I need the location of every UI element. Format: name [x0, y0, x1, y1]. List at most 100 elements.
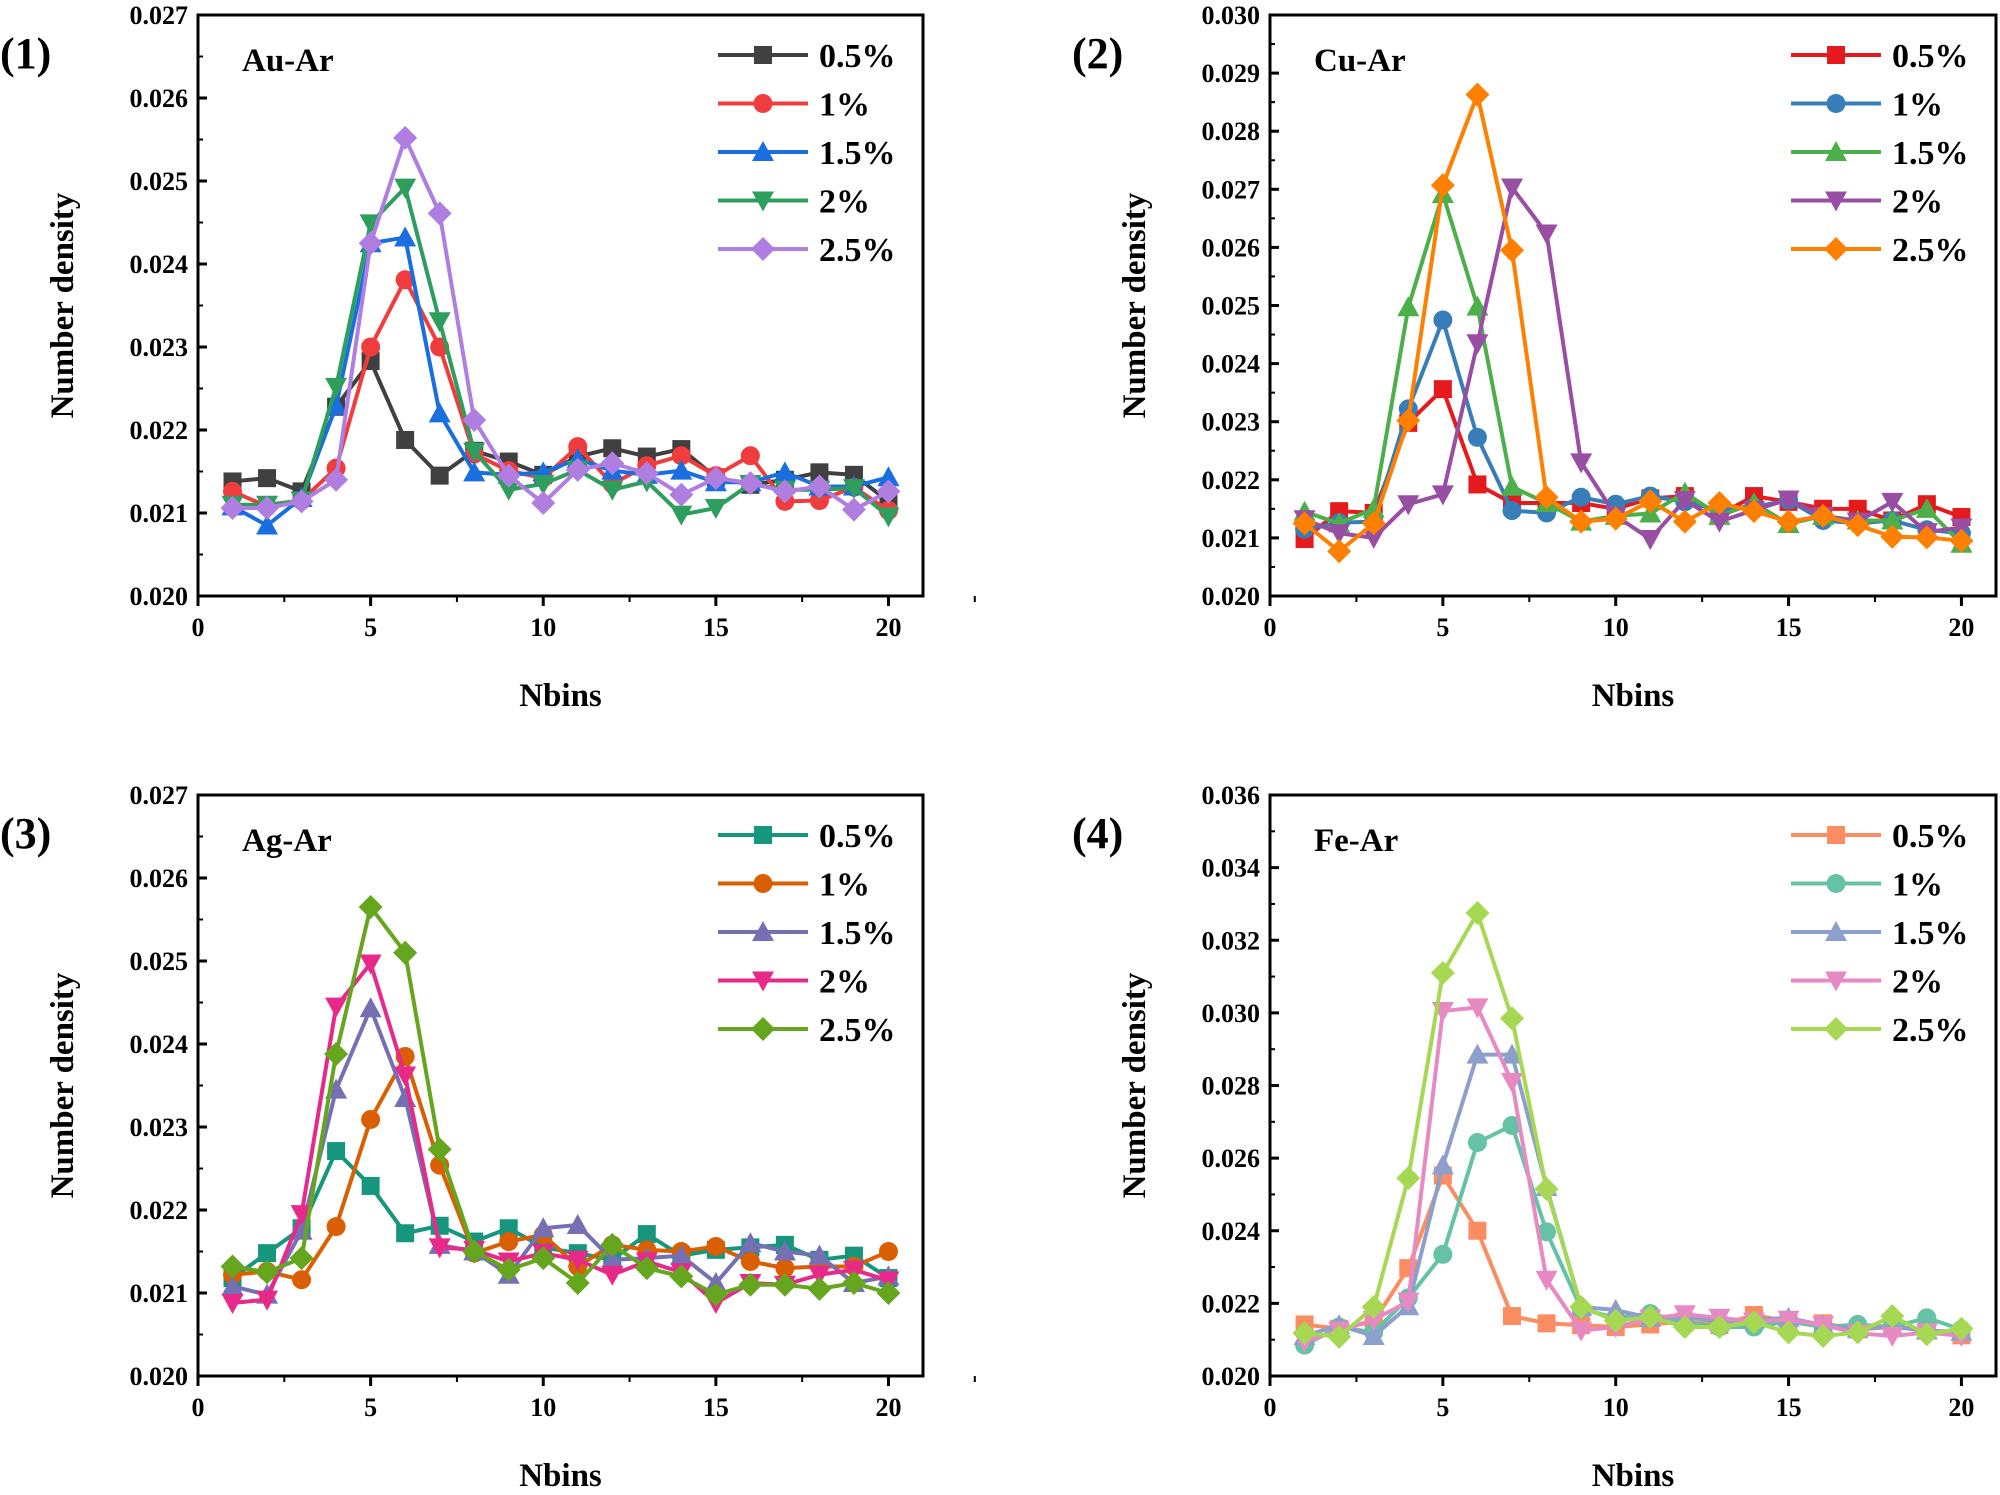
y-tick-label: 0.030 — [1202, 1, 1261, 30]
series-line — [232, 135, 890, 512]
legend-item: 2% — [718, 184, 870, 221]
y-tick-label: 0.024 — [130, 250, 189, 279]
data-point — [670, 1244, 693, 1265]
y-tick-label: 0.028 — [1202, 117, 1261, 146]
data-point — [1534, 1176, 1559, 1201]
data-point — [1742, 1310, 1766, 1335]
y-axis-label: Number density — [1117, 192, 1153, 418]
data-point — [221, 1293, 244, 1314]
data-point — [289, 1246, 314, 1271]
series-line — [1303, 92, 1962, 554]
panel-2: 0.020 0.021 0.022 0.023 0.024 0.025 0.026 0.027… — [1072, 1, 1998, 714]
legend-marker — [1824, 1017, 1848, 1041]
data-point — [600, 451, 625, 476]
data-point — [1433, 310, 1453, 330]
data-point — [1571, 487, 1591, 507]
data-point — [359, 954, 382, 975]
data-point — [1431, 485, 1454, 506]
x-tick-label: 5 — [364, 1393, 377, 1422]
data-point — [326, 1217, 346, 1237]
x-tick-label: 5 — [1436, 1393, 1449, 1422]
data-point — [359, 214, 382, 235]
data-point — [256, 514, 279, 535]
data-point — [565, 1271, 590, 1296]
legend-marker — [752, 971, 774, 992]
y-tick-label: 0.020 — [130, 582, 189, 611]
x-tick-label: 0 — [1264, 1393, 1277, 1422]
panel-label: (3) — [0, 809, 51, 858]
data-point — [358, 895, 383, 920]
data-point — [427, 1137, 452, 1162]
legend-marker — [754, 826, 772, 844]
data-point — [325, 377, 348, 398]
legend-label: 1.5% — [819, 915, 896, 952]
data-point — [396, 430, 415, 449]
data-point — [258, 469, 277, 488]
data-point — [878, 1242, 898, 1261]
series-1.5% — [1293, 182, 1973, 553]
data-point — [807, 1276, 832, 1301]
data-point — [772, 479, 797, 504]
y-tick-label: 0.024 — [1202, 350, 1261, 379]
data-point — [738, 1272, 763, 1297]
y-tick-label: 0.027 — [1202, 175, 1261, 204]
data-point — [499, 1232, 519, 1252]
y-tick-label: 0.023 — [1202, 408, 1261, 437]
data-point — [739, 1232, 762, 1253]
data-point — [670, 459, 693, 480]
data-point — [428, 312, 451, 333]
data-point — [462, 1239, 487, 1264]
legend-marker — [1825, 141, 1847, 161]
y-tick-label: 0.028 — [1202, 1072, 1261, 1101]
data-point — [600, 1232, 625, 1257]
legend-item: 0.5% — [1791, 818, 1969, 855]
y-tick-label: 0.030 — [1202, 999, 1261, 1028]
data-point — [670, 505, 693, 526]
data-point — [1465, 82, 1490, 107]
data-point — [740, 446, 760, 466]
data-point — [1639, 530, 1662, 551]
legend-marker — [1827, 826, 1845, 844]
series-2.5% — [1292, 901, 1974, 1349]
data-point — [1397, 1292, 1420, 1313]
y-tick-label: 0.022 — [1202, 466, 1261, 495]
series-line — [1303, 191, 1963, 546]
data-point — [394, 178, 417, 199]
panel-1: 0.020 0.021 0.022 0.023 0.024 0.025 0.026 0.027… — [0, 1, 976, 714]
y-axis-label: Number density — [45, 972, 81, 1198]
data-point — [1949, 528, 1974, 553]
legend-item: 1% — [1791, 867, 1943, 904]
data-point — [669, 1264, 694, 1289]
legend-item: 1.5% — [1791, 135, 1969, 172]
legend-label: 1.5% — [819, 135, 896, 172]
legend-label: 2% — [819, 964, 870, 1001]
y-tick-label: 0.034 — [1202, 854, 1261, 883]
legend-marker — [1825, 921, 1847, 941]
legend-marker — [752, 921, 774, 941]
data-point — [1327, 539, 1352, 564]
data-point — [738, 471, 763, 496]
data-point — [532, 1217, 555, 1238]
data-point — [1501, 1072, 1523, 1093]
data-point — [1502, 1115, 1522, 1135]
data-point — [1845, 513, 1870, 538]
series-1.5% — [1293, 1043, 1973, 1346]
data-point — [221, 1275, 244, 1296]
data-point — [603, 439, 622, 458]
data-point — [1327, 1324, 1352, 1349]
data-point — [1776, 509, 1801, 534]
data-point — [841, 1271, 866, 1296]
data-point — [634, 461, 659, 486]
legend-label: 2% — [1892, 184, 1943, 221]
data-point — [1776, 1320, 1801, 1345]
data-point — [1672, 1314, 1697, 1339]
data-point — [671, 446, 691, 466]
data-point — [1777, 490, 1800, 511]
panel-label: (2) — [1072, 29, 1123, 78]
x-tick-label: 15 — [703, 613, 729, 642]
data-point — [1914, 525, 1939, 550]
data-point — [532, 474, 555, 495]
data-point — [1362, 528, 1385, 549]
y-tick-label: 0.022 — [1202, 1289, 1261, 1318]
data-point — [1570, 1321, 1593, 1342]
